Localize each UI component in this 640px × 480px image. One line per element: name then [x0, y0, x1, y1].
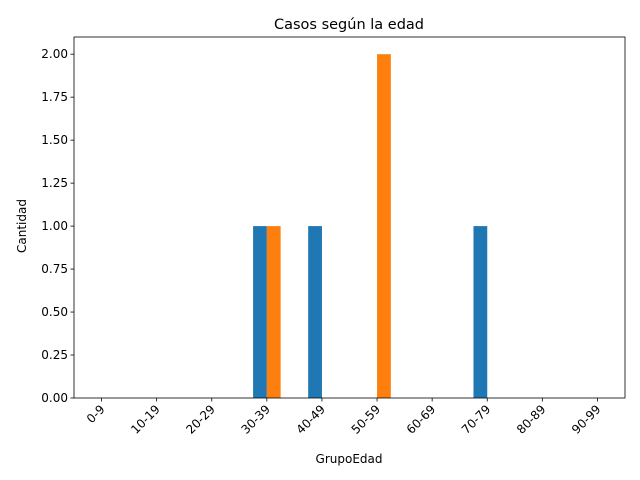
y-tick-label: 2.00: [41, 47, 68, 61]
x-tick-label: 20-29: [183, 402, 218, 437]
x-tick-label: 0-9: [84, 402, 108, 426]
y-tick-label: 1.25: [41, 176, 68, 190]
chart-title: Casos según la edad: [274, 17, 424, 33]
bar-series1-70-79: [473, 226, 488, 398]
y-tick-label: 1.50: [41, 133, 68, 147]
plot-frame: [73, 36, 626, 399]
x-axis-label: GrupoEdad: [316, 452, 383, 466]
y-tick-label: 0.50: [41, 305, 68, 319]
x-tick-label: 10-19: [128, 402, 163, 437]
y-tick-label: 0.75: [41, 262, 68, 276]
x-tick-label: 80-89: [514, 402, 549, 437]
y-tick-label: 1.75: [41, 90, 68, 104]
y-axis-label: Cantidad: [15, 199, 29, 253]
y-tick-label: 0.25: [41, 348, 68, 362]
x-tick-label: 30-39: [238, 402, 273, 437]
x-tick-label: 60-69: [404, 402, 439, 437]
x-tick-label: 70-79: [459, 402, 494, 437]
x-tick-label: 90-99: [569, 402, 604, 437]
bar-series2-50-59: [377, 54, 391, 398]
x-tick-label: 50-59: [349, 402, 384, 437]
bar-series1-40-49: [308, 226, 322, 398]
plot-area: 0.00 0.25 0.50 0.75 1.00 1.25 1.50 1.75 2.00 0-9 1…: [41, 36, 626, 437]
bar-series1-30-39: [253, 226, 267, 398]
y-tick-label: 1.00: [41, 219, 68, 233]
x-tick-label: 40-49: [294, 402, 329, 437]
bar-series2-30-39: [266, 226, 281, 398]
y-tick-label: 0.00: [41, 391, 68, 405]
